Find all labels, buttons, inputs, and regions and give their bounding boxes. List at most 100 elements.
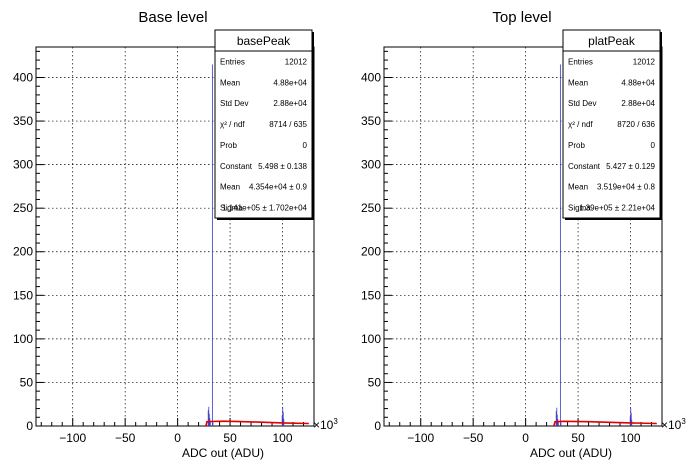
x-tick-label: 0	[522, 431, 529, 445]
stats-row-value: 2.88e+04	[621, 99, 655, 108]
histogram-bin	[629, 416, 631, 426]
y-tick-label: 100	[13, 332, 33, 346]
plot-frame	[383, 46, 663, 427]
histogram-bin	[208, 413, 210, 426]
y-tick-label: 350	[13, 114, 33, 128]
stats-row-label: Prob	[220, 141, 237, 150]
stats-box-frame	[562, 29, 661, 219]
y-tick-label: 0	[26, 419, 33, 433]
stats-row-value: 12012	[633, 57, 656, 66]
stats-row-value: 8714 / 635	[269, 120, 307, 129]
histogram-bin	[212, 422, 214, 426]
chart-title: Base level	[138, 9, 207, 26]
stats-row-value: 8720 / 636	[617, 120, 655, 129]
stats-row-value: 3.519e+04 ± 0.8	[597, 183, 656, 192]
stats-box: basePeak Entries 12012 Mean 4.88e+04 Std Dev 2…	[214, 29, 314, 220]
stats-row-label: Mean	[220, 183, 240, 192]
histogram-panel: Top level −100 −50 0 50 100 0 50 100 150 200 250 300…	[361, 9, 686, 460]
stats-row-value: 2.88e+04	[273, 99, 307, 108]
stats-row-label: Mean	[568, 78, 588, 87]
stats-row-value: 4.354e+04 ± 0.9	[249, 183, 308, 192]
y-tick-label: 250	[361, 201, 381, 215]
fit-curve	[553, 420, 657, 427]
stats-row-label: Mean	[220, 78, 240, 87]
y-tick-label: 400	[361, 70, 381, 84]
histogram-bin	[555, 411, 557, 426]
x-tick-label: −100	[59, 431, 86, 445]
histogram-bin	[556, 407, 558, 426]
stats-row-label: Constant	[568, 162, 601, 171]
stats-row-label: Constant	[220, 162, 253, 171]
histogram-bin	[282, 406, 284, 426]
fit-curve	[205, 420, 309, 427]
stats-box-title: basePeak	[237, 34, 291, 48]
histogram-bin	[630, 412, 632, 426]
histogram-bin	[557, 419, 559, 426]
y-tick-label: 350	[361, 114, 381, 128]
stats-row-label: Entries	[220, 57, 245, 66]
y-tick-label: 150	[13, 288, 33, 302]
x-tick-label: 100	[273, 431, 293, 445]
histogram-bin	[282, 412, 284, 426]
y-tick-label: 50	[368, 375, 382, 389]
histogram-panel: Base level−100 −50 0 50 10005010015020025030…	[13, 9, 338, 460]
stats-box-frame	[214, 29, 313, 219]
y-tick-label: 100	[361, 332, 381, 346]
histogram-bin	[556, 414, 558, 426]
y-tick-label: 400	[13, 70, 33, 84]
stats-row-label: Sigma	[220, 204, 243, 213]
stats-row-value: 4.88e+04	[621, 78, 655, 87]
stats-box: platPeak Entries 12012 Mean 4.88e+04 Std Dev 2…	[562, 29, 662, 220]
stats-row-label: Entries	[568, 57, 593, 66]
y-tick-label: 50	[20, 375, 34, 389]
chart-title: Top level	[492, 9, 551, 26]
stats-row-value: 5.498 ± 0.138	[258, 162, 307, 171]
histogram-bin	[281, 415, 283, 426]
x-axis-multiplier-exponent: 3	[333, 417, 338, 426]
x-axis-multiplier-exponent: 3	[681, 417, 686, 426]
stats-row-label: Std Dev	[220, 99, 248, 108]
stats-row-value: 0	[303, 141, 308, 150]
histogram-bin	[209, 420, 211, 426]
x-tick-label: 50	[223, 431, 237, 445]
y-tick-label: 200	[13, 245, 33, 259]
stats-row-value: 12012	[285, 57, 308, 66]
stats-row-value: 0	[651, 141, 656, 150]
plot-frame	[35, 46, 315, 427]
histogram-bin	[630, 407, 632, 426]
x-tick-label: 0	[174, 431, 181, 445]
x-tick-label: 100	[621, 431, 641, 445]
stats-row-label: Std Dev	[568, 99, 596, 108]
histogram-bin	[560, 422, 562, 426]
stats-row-label: Prob	[568, 141, 585, 150]
stats-row-label: χ² / ndf	[568, 120, 593, 129]
stats-row-value: 4.88e+04	[273, 78, 307, 87]
stats-box-title: platPeak	[588, 34, 636, 48]
x-axis-label: ADC out (ADU)	[182, 446, 264, 460]
x-tick-label: −50	[463, 431, 484, 445]
x-axis-multiplier: ×103	[661, 417, 686, 432]
x-tick-label: −50	[115, 431, 136, 445]
x-axis-label: ADC out (ADU)	[530, 446, 612, 460]
stats-row-label: Mean	[568, 183, 588, 192]
stats-row-value: 5.427 ± 0.129	[606, 162, 655, 171]
stats-row-label: Sigma	[568, 204, 591, 213]
x-tick-label: −100	[407, 431, 434, 445]
stats-row-value: 1.39e+05 ± 2.21e+04	[579, 204, 656, 213]
histogram-bin	[557, 421, 559, 426]
histogram-bin	[208, 406, 210, 426]
histogram-bin	[559, 64, 561, 426]
stats-row-label: χ² / ndf	[220, 120, 245, 129]
y-tick-label: 300	[361, 158, 381, 172]
histogram-bin	[211, 64, 213, 426]
x-tick-label: 50	[571, 431, 585, 445]
y-tick-label: 150	[361, 288, 381, 302]
y-tick-label: 250	[13, 201, 33, 215]
y-tick-label: 0	[374, 419, 381, 433]
stats-row-value: 1.141e+05 ± 1.702e+04	[222, 204, 307, 213]
x-axis-multiplier: ×103	[313, 417, 338, 432]
y-tick-label: 300	[13, 158, 33, 172]
histogram-bin	[207, 410, 209, 426]
y-tick-label: 200	[361, 245, 381, 259]
